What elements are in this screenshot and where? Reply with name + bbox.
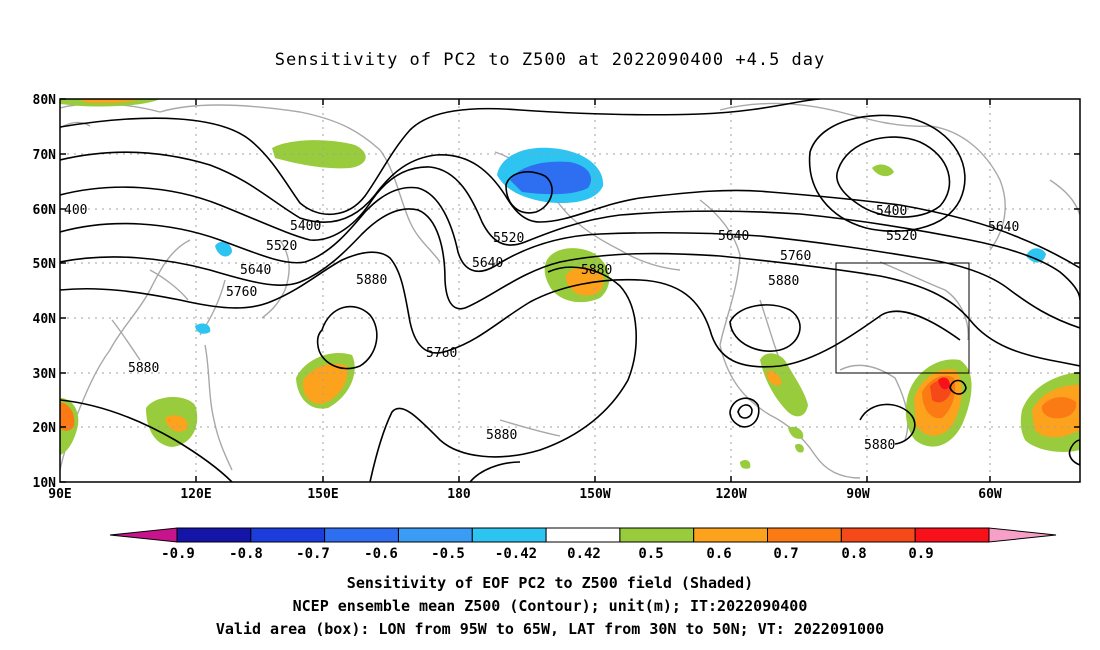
- lon-label: 90W: [846, 487, 870, 502]
- contour-label: 5880: [486, 428, 517, 443]
- contour-label: 5760: [226, 285, 257, 300]
- contour-label: 5640: [988, 220, 1019, 235]
- lat-label: 40N: [33, 312, 57, 327]
- contour-label: 5880: [864, 438, 895, 453]
- caption-line-1: Sensitivity of EOF PC2 to Z500 field (Sh…: [346, 574, 754, 592]
- colorbar-swatch: [250, 527, 326, 543]
- contour-label: 5760: [426, 346, 457, 361]
- contour-label: 5400: [876, 204, 907, 219]
- contour-label: 5880: [128, 361, 159, 376]
- caption-line-3: Valid area (box): LON from 95W to 65W, L…: [215, 620, 885, 638]
- lat-label: 60N: [33, 203, 57, 218]
- lon-label: 180: [447, 487, 471, 502]
- colorbar-swatch: [619, 527, 695, 543]
- colorbar-label: -0.6: [364, 546, 398, 562]
- contour-label: 5880: [581, 263, 612, 278]
- lon-label: 90E: [48, 487, 71, 502]
- lat-label: 20N: [33, 421, 57, 436]
- lon-label: 120E: [180, 487, 211, 502]
- valid-area-box: [835, 262, 970, 374]
- lon-label: 60W: [978, 487, 1002, 502]
- colorbar-label: 0.5: [638, 546, 663, 562]
- contour-label: 5880: [356, 273, 387, 288]
- lat-label: 30N: [33, 367, 57, 382]
- colorbar-swatch: [545, 527, 621, 543]
- contour-label: 5520: [266, 239, 297, 254]
- colorbar-swatch: [398, 527, 473, 543]
- contour-label: 5640: [240, 263, 271, 278]
- caption-line-2: NCEP ensemble mean Z500 (Contour); unit(…: [292, 597, 808, 615]
- colorbar-label: -0.7: [296, 546, 330, 562]
- colorbar-label: -0.9: [161, 546, 195, 562]
- colorbar: [109, 527, 1057, 543]
- lat-label: 70N: [33, 148, 57, 163]
- plot-frame: [59, 98, 1081, 483]
- contour-label: 5760: [780, 249, 811, 264]
- map-title: Sensitivity of PC2 to Z500 at 2022090400…: [274, 50, 826, 70]
- colorbar-swatch: [693, 527, 769, 543]
- colorbar-swatch: [471, 527, 547, 543]
- longitude-labels: 90E 120E 150E 180 150W 120W 90W 60W: [48, 487, 1002, 502]
- latitude-labels: 80N 70N 60N 50N 40N 30N 20N 10N: [33, 93, 57, 491]
- colorbar-swatch: [324, 527, 399, 543]
- colorbar-labels: -0.9 -0.8 -0.7 -0.6 -0.5 -0.42 0.42 0.5 …: [161, 546, 934, 562]
- tick-marks: [60, 98, 1080, 483]
- lon-label: 150W: [579, 487, 610, 502]
- colorbar-swatch: [914, 527, 990, 543]
- contour-label: 5400: [290, 219, 321, 234]
- lat-label: 10N: [33, 476, 57, 491]
- contour-labels: 400 5400 5520 5640 5760 5880 5880 5400 5…: [64, 203, 1019, 453]
- colorbar-swatch: [176, 527, 252, 543]
- colorbar-label: 0.8: [841, 546, 866, 562]
- gridlines: [60, 99, 1080, 482]
- colorbar-label: -0.8: [229, 546, 263, 562]
- lon-label: 120W: [715, 487, 746, 502]
- colorbar-label: 0.9: [908, 546, 933, 562]
- colorbar-label: 0.6: [706, 546, 731, 562]
- z500-contours: [60, 99, 1080, 482]
- colorbar-swatch: [840, 527, 916, 543]
- colorbar-label: 0.42: [567, 546, 601, 562]
- colorbar-label: -0.5: [431, 546, 465, 562]
- contour-label: 5520: [493, 231, 524, 246]
- lon-label: 150E: [307, 487, 338, 502]
- colorbar-high-arrow: [988, 527, 1057, 543]
- colorbar-swatch: [767, 527, 842, 543]
- contour-label: 5640: [718, 229, 749, 244]
- contour-label: 5520: [886, 229, 917, 244]
- contour-label: 5880: [768, 274, 799, 289]
- contour-label: 5640: [472, 256, 503, 271]
- colorbar-low-arrow: [109, 527, 178, 543]
- colorbar-label: 0.7: [773, 546, 798, 562]
- lat-label: 50N: [33, 257, 57, 272]
- lat-label: 80N: [33, 93, 57, 108]
- colorbar-label: -0.42: [495, 546, 537, 562]
- contour-label: 400: [64, 203, 87, 218]
